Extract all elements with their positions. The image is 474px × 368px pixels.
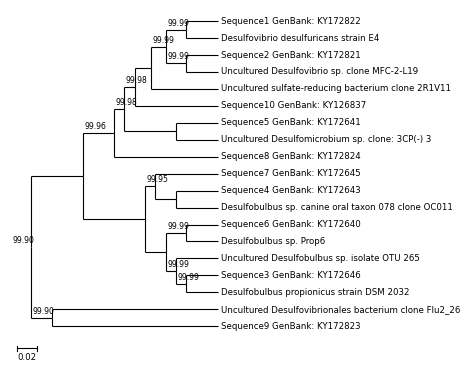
- Text: 99.99: 99.99: [167, 18, 189, 28]
- Text: Sequence9 GenBank: KY172823: Sequence9 GenBank: KY172823: [220, 322, 360, 331]
- Text: Sequence6 GenBank: KY172640: Sequence6 GenBank: KY172640: [220, 220, 360, 229]
- Text: Uncultured sulfate-reducing bacterium clone 2R1V11: Uncultured sulfate-reducing bacterium cl…: [220, 84, 451, 93]
- Text: Sequence1 GenBank: KY172822: Sequence1 GenBank: KY172822: [220, 17, 360, 26]
- Text: 99.98: 99.98: [116, 98, 137, 107]
- Text: 99.99: 99.99: [167, 222, 189, 231]
- Text: Desulfovibrio desulfuricans strain E4: Desulfovibrio desulfuricans strain E4: [220, 33, 379, 43]
- Text: Desulfobulbus propionicus strain DSM 2032: Desulfobulbus propionicus strain DSM 203…: [220, 288, 409, 297]
- Text: 99.90: 99.90: [33, 307, 55, 316]
- Text: Desulfobulbus sp. Prop6: Desulfobulbus sp. Prop6: [220, 237, 325, 246]
- Text: Sequence10 GenBank: KY126837: Sequence10 GenBank: KY126837: [220, 101, 366, 110]
- Text: 99.99: 99.99: [153, 35, 175, 45]
- Text: Sequence4 GenBank: KY172643: Sequence4 GenBank: KY172643: [220, 186, 360, 195]
- Text: 99.99: 99.99: [167, 260, 189, 269]
- Text: Sequence8 GenBank: KY172824: Sequence8 GenBank: KY172824: [220, 152, 360, 161]
- Text: Uncultured Desulfovibrio sp. clone MFC-2-L19: Uncultured Desulfovibrio sp. clone MFC-2…: [220, 67, 418, 77]
- Text: Desulfobulbus sp. canine oral taxon 078 clone OC011: Desulfobulbus sp. canine oral taxon 078 …: [220, 203, 453, 212]
- Text: 0.02: 0.02: [18, 353, 36, 361]
- Text: 99.99: 99.99: [178, 273, 200, 282]
- Text: 99.96: 99.96: [84, 122, 107, 131]
- Text: Sequence5 GenBank: KY172641: Sequence5 GenBank: KY172641: [220, 118, 360, 127]
- Text: 99.95: 99.95: [146, 176, 169, 184]
- Text: 99.90: 99.90: [12, 236, 34, 245]
- Text: Sequence3 GenBank: KY172646: Sequence3 GenBank: KY172646: [220, 271, 360, 280]
- Text: Sequence2 GenBank: KY172821: Sequence2 GenBank: KY172821: [220, 50, 360, 60]
- Text: 99.99: 99.99: [167, 53, 189, 61]
- Text: 99.98: 99.98: [126, 76, 148, 85]
- Text: Uncultured Desulfobulbus sp. isolate OTU 265: Uncultured Desulfobulbus sp. isolate OTU…: [220, 254, 419, 263]
- Text: Uncultured Desulfovibrionales bacterium clone Flu2_26: Uncultured Desulfovibrionales bacterium …: [220, 305, 460, 314]
- Text: Uncultured Desulfomicrobium sp. clone: 3CP(-) 3: Uncultured Desulfomicrobium sp. clone: 3…: [220, 135, 431, 144]
- Text: Sequence7 GenBank: KY172645: Sequence7 GenBank: KY172645: [220, 169, 360, 178]
